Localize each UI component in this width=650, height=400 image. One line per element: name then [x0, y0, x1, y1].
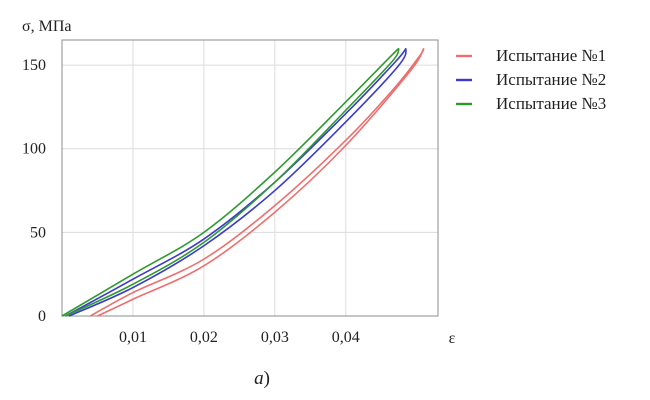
series-1-unloading-line — [97, 47, 425, 317]
series-1 — [89, 47, 425, 317]
series-layer — [61, 47, 425, 317]
series-2 — [65, 47, 407, 317]
series-2-unloading-line — [68, 48, 407, 317]
y-tick-label-2: 100 — [22, 141, 46, 158]
y-tick-label-1: 50 — [30, 224, 46, 241]
series-3-unloading-line — [65, 47, 400, 317]
caption-paren: ) — [264, 368, 270, 389]
legend-label-1: Испытание №1 — [496, 46, 606, 65]
tick-labels: 0,01 0,02 0,03 0,04 0 50 100 150 — [22, 57, 360, 346]
x-tick-label-1: 0,02 — [190, 329, 218, 346]
x-tick-label-3: 0,04 — [332, 329, 360, 346]
y-tick-label-0: 0 — [38, 308, 46, 325]
x-tick-label-0: 0,01 — [119, 329, 147, 346]
legend: Испытание №1 Испытание №2 Испытание №3 — [456, 46, 606, 113]
caption-letter: а — [254, 368, 264, 389]
series-3-loading-line — [61, 47, 400, 317]
x-tick-label-2: 0,03 — [261, 329, 289, 346]
series-2-loading-line — [65, 47, 407, 317]
plot-frame — [61, 39, 439, 317]
series-1-loading-line — [89, 47, 425, 317]
x-axis-label: ε — [449, 330, 456, 347]
series-3 — [61, 47, 400, 317]
y-axis-label: σ, МПа — [22, 18, 72, 35]
figure-caption: а) — [254, 368, 270, 389]
legend-label-2: Испытание №2 — [496, 70, 606, 89]
y-tick-label-3: 150 — [22, 57, 46, 74]
grid-lines — [62, 40, 438, 316]
legend-label-3: Испытание №3 — [496, 94, 606, 113]
